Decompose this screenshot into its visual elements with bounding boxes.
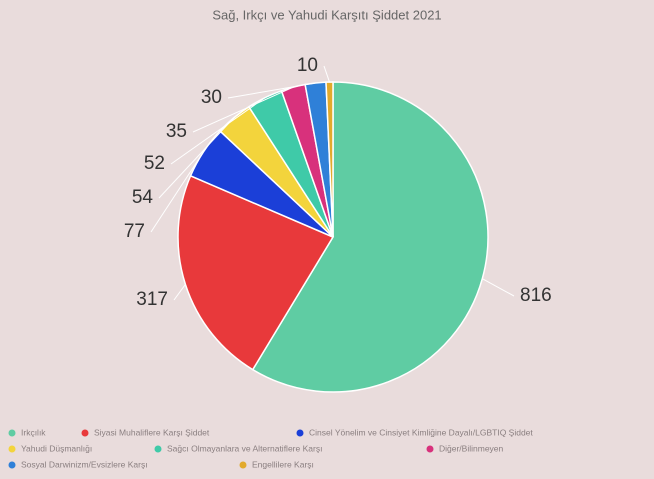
legend-marker [81, 429, 89, 437]
legend-marker [154, 445, 162, 453]
data-label: 816 [520, 285, 552, 306]
legend-marker [426, 445, 434, 453]
legend-label: Diğer/Bilinmeyen [439, 443, 504, 453]
legend-label: Engellilere Karşı [252, 459, 314, 469]
leader-line [150, 151, 204, 233]
leader-line [323, 65, 330, 83]
data-label: 30 [201, 87, 222, 108]
leader-line [170, 97, 266, 165]
chart-title: Sağ, Irkçı ve Yahudi Karşıtı Şiddet 2021 [212, 7, 441, 22]
legend-label: Sosyal Darwinizm/Evsizlere Karşı [21, 459, 148, 469]
legend-label: Sağcı Olmayanlara ve Alternatiflere Karş… [167, 443, 322, 453]
legend-marker [8, 445, 16, 453]
pie-slice [251, 81, 489, 393]
data-label: 77 [124, 221, 145, 242]
leader-line [158, 117, 235, 199]
leader-line [192, 86, 294, 133]
legend-marker [8, 429, 16, 437]
data-label: 54 [132, 187, 154, 208]
legend-marker [296, 429, 304, 437]
legend-marker [239, 461, 247, 469]
legend-marker [8, 461, 16, 469]
legend-label: Cinsel Yönelim ve Cinsiyet Kimliğine Day… [309, 427, 533, 437]
legend-label: Irkçılık [21, 427, 46, 437]
data-label: 10 [297, 55, 318, 76]
leader-line [173, 284, 186, 301]
leader-line [482, 278, 515, 297]
legend-label: Yahudi Düşmanlığı [21, 443, 92, 453]
data-label: 317 [136, 289, 168, 310]
data-label: 52 [144, 153, 165, 174]
legend-label: Siyasi Muhaliflere Karşı Şiddet [94, 427, 210, 437]
leader-line [227, 82, 316, 99]
data-label: 35 [166, 121, 187, 142]
